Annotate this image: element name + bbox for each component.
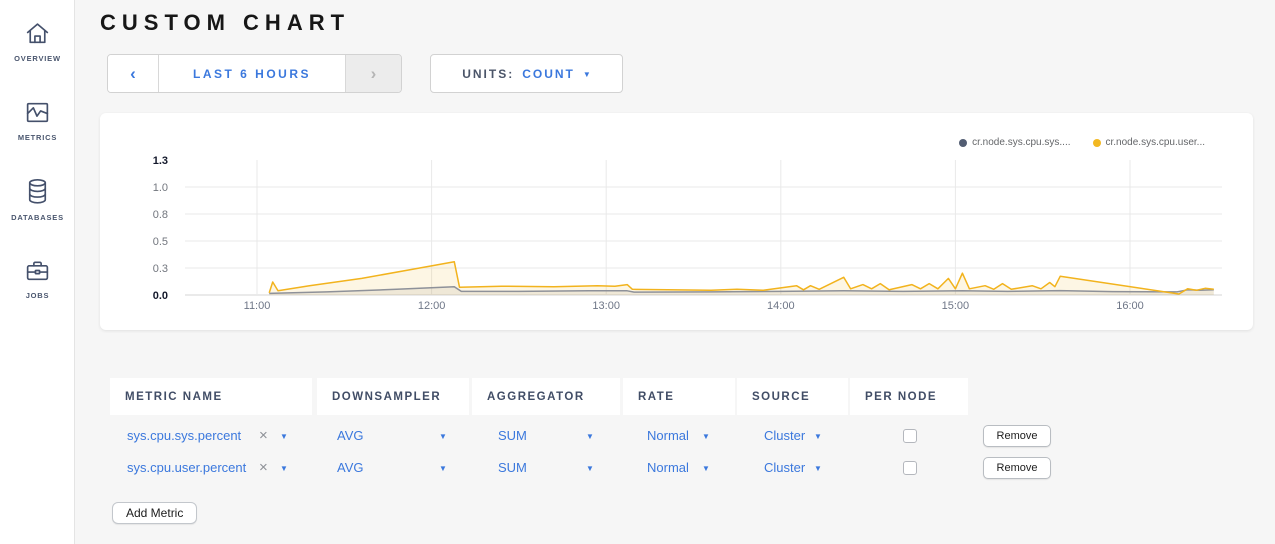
database-icon	[28, 178, 47, 204]
column-header-rate: RATE	[623, 378, 735, 415]
column-header-aggregator: AGGREGATOR	[472, 378, 620, 415]
legend-dot-icon	[1092, 138, 1101, 147]
time-window-selector: ‹ LAST 6 HOURS ›	[107, 54, 402, 93]
add-metric-button[interactable]: Add Metric	[112, 502, 198, 524]
rate-select[interactable]: Normal	[647, 460, 689, 475]
time-window-next-button[interactable]: ›	[345, 55, 401, 92]
caret-down-icon: ▼	[439, 432, 447, 441]
aggregator-select[interactable]: SUM	[498, 460, 527, 475]
source-select[interactable]: Cluster	[764, 460, 806, 475]
chevron-down-icon: ▼	[582, 70, 591, 79]
caret-down-icon: ▼	[439, 464, 447, 473]
caret-down-icon: ▼	[814, 432, 822, 441]
legend-label: cr.node.sys.cpu.user...	[1105, 137, 1206, 148]
time-window-prev-button[interactable]: ‹	[108, 55, 159, 92]
units-select[interactable]: UNITS: COUNT ▼	[430, 54, 623, 93]
chevron-left-icon: ‹	[130, 63, 136, 83]
sidebar-item-metrics[interactable]: METRICS	[0, 99, 75, 142]
y-axis-tick: 0.3	[153, 263, 168, 275]
y-axis-tick: 1.3	[153, 155, 168, 167]
column-header-downsampler: DOWNSAMPLER	[317, 378, 469, 415]
downsampler-select[interactable]: AVG	[337, 460, 364, 475]
aggregator-select[interactable]: SUM	[498, 428, 527, 443]
per-node-checkbox[interactable]	[903, 461, 917, 475]
x-axis-tick: 14:00	[767, 300, 795, 312]
time-window-select[interactable]: LAST 6 HOURS	[192, 66, 311, 81]
metric-name-select[interactable]: sys.cpu.sys.percent	[127, 428, 242, 443]
sidebar-item-overview[interactable]: OVERVIEW	[0, 20, 75, 63]
custom-chart-card: cr.node.sys.cpu.sys.... cr.node.sys.cpu.u…	[100, 113, 1253, 330]
legend-item[interactable]: cr.node.sys.cpu.sys....	[959, 137, 1071, 148]
chevron-right-icon: ›	[370, 63, 377, 83]
sidebar-item-label: DATABASES	[11, 213, 64, 222]
sidebar-item-label: METRICS	[17, 133, 58, 142]
briefcase-icon	[26, 261, 49, 281]
legend-item[interactable]: cr.node.sys.cpu.user...	[1092, 137, 1206, 148]
legend-dot-icon	[959, 138, 968, 147]
y-axis-tick: 0.5	[153, 236, 168, 248]
sidebar-item-jobs[interactable]: JOBS	[0, 257, 75, 300]
source-select[interactable]: Cluster	[764, 428, 806, 443]
caret-down-icon: ▼	[280, 432, 288, 441]
sidebar-item-databases[interactable]: DATABASES	[0, 177, 75, 222]
home-icon	[26, 23, 49, 44]
units-label: UNITS:	[462, 66, 515, 81]
caret-down-icon: ▼	[702, 464, 710, 473]
per-node-checkbox[interactable]	[903, 429, 917, 443]
clear-metric-icon[interactable]: ×	[259, 427, 268, 444]
table-row: sys.cpu.user.percent × ▼ AVG ▼ SUM ▼ Nor…	[0, 454, 1275, 482]
caret-down-icon: ▼	[280, 464, 288, 473]
table-row: sys.cpu.sys.percent × ▼ AVG ▼ SUM ▼ Norm…	[0, 422, 1275, 450]
x-axis-tick: 12:00	[418, 300, 446, 312]
sidebar-item-label: JOBS	[25, 291, 50, 300]
page-title: CUSTOM CHART	[100, 10, 351, 35]
column-header-per-node: PER NODE	[850, 378, 968, 415]
metrics-graph-icon	[26, 102, 49, 123]
caret-down-icon: ▼	[586, 432, 594, 441]
remove-button[interactable]: Remove	[983, 425, 1051, 447]
column-header-source: SOURCE	[737, 378, 848, 415]
chart-legend: cr.node.sys.cpu.sys.... cr.node.sys.cpu.u…	[959, 137, 1205, 148]
units-value: COUNT	[522, 66, 575, 81]
caret-down-icon: ▼	[814, 464, 822, 473]
rate-select[interactable]: Normal	[647, 428, 689, 443]
sidebar-item-label: OVERVIEW	[14, 54, 61, 63]
clear-metric-icon[interactable]: ×	[259, 459, 268, 476]
y-axis-tick: 1.0	[153, 182, 168, 194]
caret-down-icon: ▼	[702, 432, 710, 441]
line-chart: 1.3 1.0 0.8 0.5 0.3 0.0 11:00 12:00 13:00 14:00 15…	[153, 155, 1222, 312]
series-area	[269, 286, 1214, 295]
y-axis-tick: 0.0	[153, 290, 168, 302]
remove-button[interactable]: Remove	[983, 457, 1051, 479]
x-axis-tick: 16:00	[1116, 300, 1144, 312]
y-axis-tick: 0.8	[153, 209, 168, 221]
column-header-metric-name: METRIC NAME	[110, 378, 312, 415]
caret-down-icon: ▼	[586, 464, 594, 473]
legend-label: cr.node.sys.cpu.sys....	[972, 137, 1071, 148]
downsampler-select[interactable]: AVG	[337, 428, 364, 443]
sidebar: OVERVIEW METRICS DATABASES	[0, 0, 75, 544]
x-axis-tick: 15:00	[942, 300, 970, 312]
series-line	[268, 261, 1214, 295]
metric-name-select[interactable]: sys.cpu.user.percent	[127, 460, 247, 475]
series-line	[269, 285, 1214, 295]
x-axis-tick: 11:00	[244, 300, 271, 312]
x-axis-tick: 13:00	[592, 300, 620, 312]
